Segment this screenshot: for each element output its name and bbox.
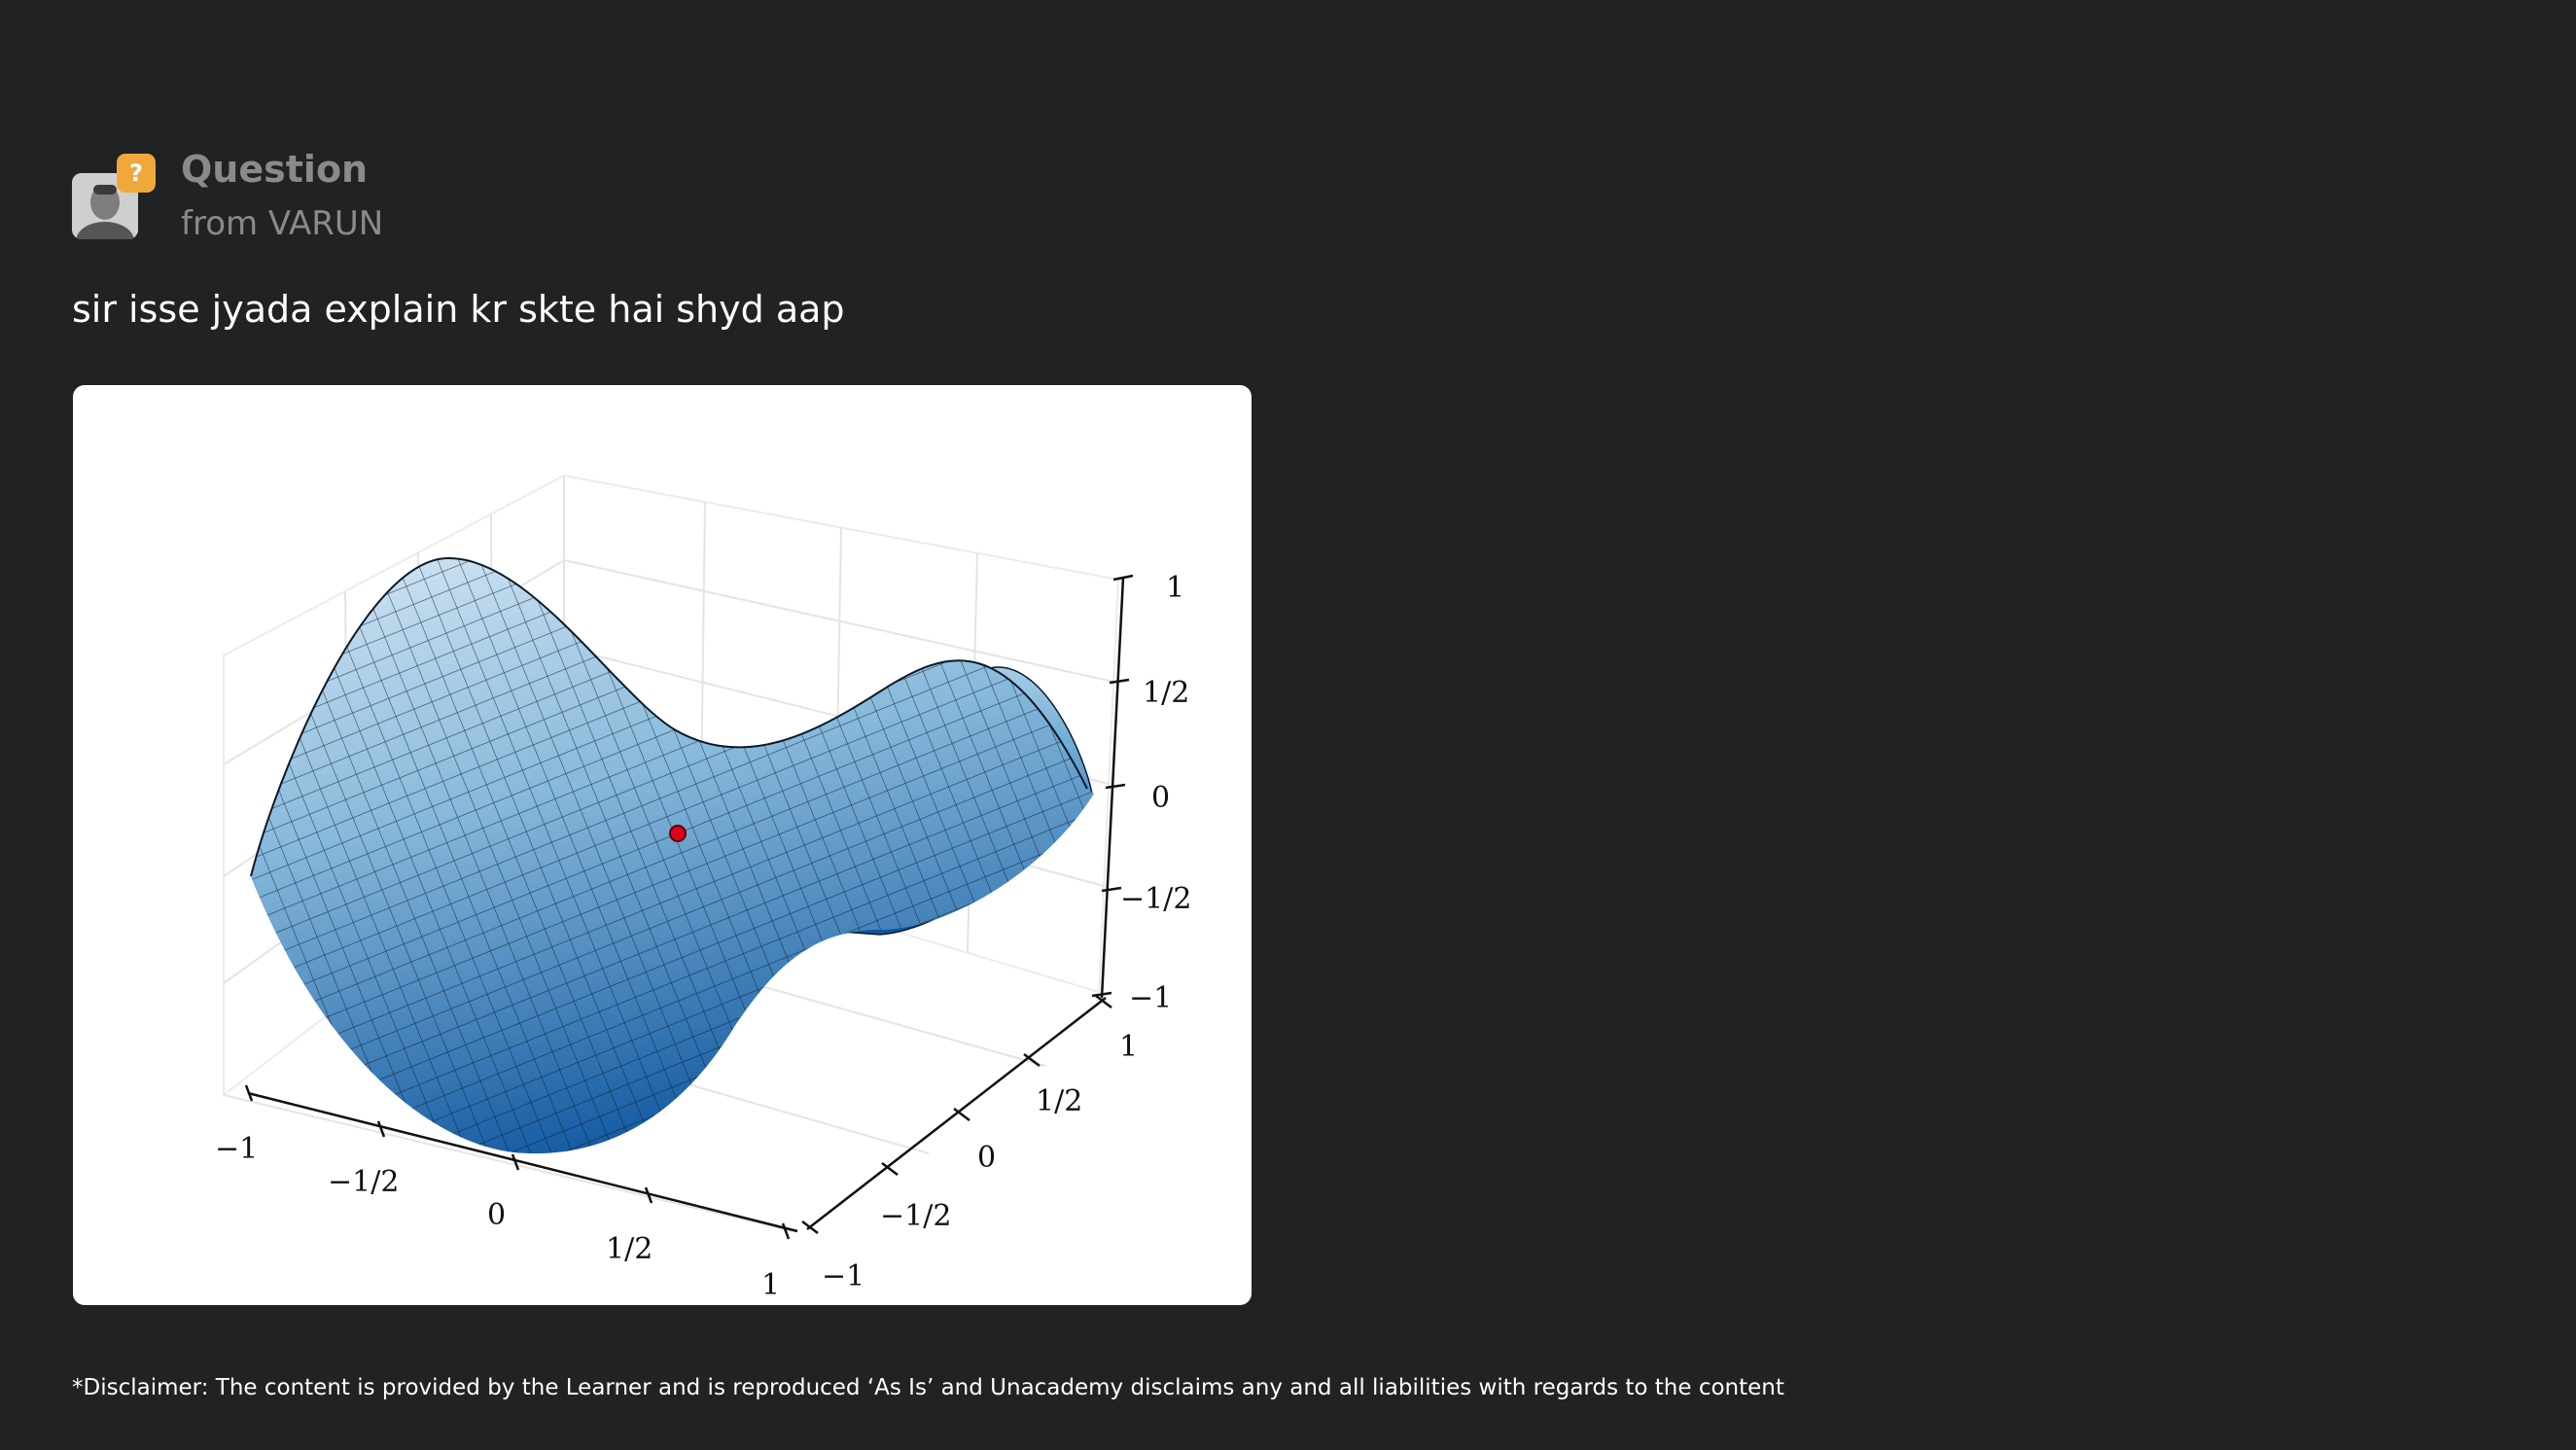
z-axis: [1091, 574, 1134, 999]
question-badge-icon: ?: [117, 154, 156, 193]
z-tick-label: 0: [1151, 781, 1170, 815]
z-tick-label: 1/2: [1143, 676, 1189, 710]
x-tick-label: 1/2: [606, 1232, 653, 1266]
x-tick-label: 1: [761, 1268, 780, 1302]
z-tick-label: −1: [1129, 981, 1172, 1015]
y-axis: [801, 995, 1112, 1234]
y-tick-label: 0: [977, 1141, 996, 1175]
attached-image[interactable]: 1 1/2 0 −1/2 −1 −1 −1/2 0 1/2 1 1 1/2: [73, 385, 1252, 1305]
saddle-surface: [251, 557, 1094, 1154]
question-title: Question: [181, 148, 369, 191]
x-tick-label: −1: [215, 1132, 258, 1166]
y-tick-label: −1: [822, 1259, 865, 1293]
disclaimer-text: *Disclaimer: The content is provided by …: [72, 1375, 1784, 1400]
z-tick-label: −1/2: [1120, 882, 1191, 916]
x-tick-label: −1/2: [328, 1165, 399, 1199]
saddle-surface-plot: 1 1/2 0 −1/2 −1 −1 −1/2 0 1/2 1 1 1/2: [215, 474, 1191, 1302]
y-tick-label: 1/2: [1036, 1084, 1082, 1118]
saddle-point-marker: [669, 825, 687, 842]
x-axis: [244, 1084, 798, 1240]
z-tick-label: 1: [1166, 571, 1184, 605]
x-tick-label: 0: [487, 1198, 506, 1232]
y-tick-label: −1/2: [880, 1199, 951, 1233]
question-author: from VARUN: [181, 204, 384, 243]
question-header: ? Question from VARUN: [72, 148, 655, 255]
question-text: sir isse jyada explain kr skte hai shyd …: [72, 288, 845, 331]
y-tick-label: 1: [1119, 1030, 1138, 1064]
